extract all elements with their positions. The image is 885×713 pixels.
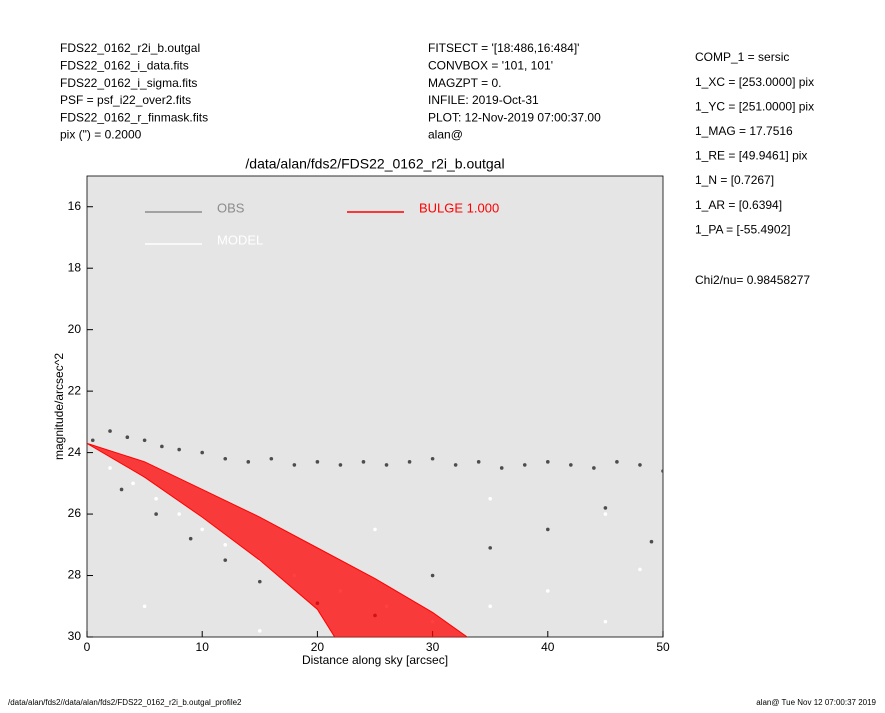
data-point	[373, 527, 377, 532]
data-point	[119, 487, 124, 492]
data-point	[246, 460, 251, 464]
param-line: 1_RE = [49.9461] pix	[695, 149, 807, 163]
data-point	[200, 527, 204, 532]
x-tick-label: 40	[541, 640, 555, 654]
header-line: CONVBOX = '101, 101'	[428, 58, 553, 72]
param-line: 1_MAG = 17.7516	[695, 124, 793, 138]
data-point	[569, 463, 573, 467]
data-point	[638, 463, 642, 467]
data-point	[90, 438, 95, 443]
data-point	[223, 543, 228, 547]
x-tick-label: 10	[196, 640, 210, 654]
param-line: 1_PA = [-55.4902]	[695, 222, 791, 236]
legend-label: MODEL	[217, 232, 263, 247]
data-point	[315, 460, 320, 464]
header-line: FDS22_0162_r2i_b.outgal	[60, 41, 200, 55]
data-point	[131, 481, 135, 486]
data-point	[592, 466, 596, 470]
header-line: PLOT: 12-Nov-2019 07:00:37.00	[428, 110, 601, 124]
data-point	[453, 463, 458, 467]
data-point	[108, 429, 112, 433]
y-tick-label: 26	[68, 506, 82, 520]
data-point	[108, 466, 112, 470]
footer-left: /data/alan/fds2//data/alan/fds2/FDS22_01…	[8, 698, 242, 707]
data-point	[546, 527, 550, 532]
data-point	[430, 573, 435, 578]
y-tick-label: 28	[68, 568, 82, 582]
data-point	[258, 579, 262, 584]
y-tick-label: 30	[68, 629, 82, 643]
data-point	[488, 546, 493, 550]
data-point	[499, 466, 504, 470]
data-point	[292, 463, 297, 467]
header-line: FITSECT = '[18:486,16:484]'	[428, 41, 579, 55]
x-tick-label: 0	[84, 640, 91, 654]
y-tick-label: 18	[68, 260, 82, 274]
data-point	[603, 506, 608, 510]
y-tick-label: 16	[68, 199, 82, 213]
chart-title: /data/alan/fds2/FDS22_0162_r2i_b.outgal	[245, 156, 504, 172]
data-point	[603, 512, 608, 516]
data-point	[384, 463, 389, 467]
data-point	[160, 444, 164, 449]
data-point	[361, 460, 366, 464]
header-line: INFILE: 2019-Oct-31	[428, 93, 539, 107]
data-point	[476, 460, 481, 464]
data-point	[177, 447, 181, 452]
header-line: alan@	[428, 128, 463, 142]
plot-area	[86, 175, 664, 638]
header-line: FDS22_0162_r_finmask.fits	[60, 110, 208, 124]
param-line: 1_AR = [0.6394]	[695, 198, 782, 212]
data-point	[223, 558, 228, 562]
data-point	[638, 567, 642, 572]
data-point	[200, 450, 204, 455]
header-line: MAGZPT = 0.	[428, 76, 501, 90]
data-point	[546, 460, 550, 464]
data-point	[430, 456, 435, 461]
y-tick-label: 22	[68, 383, 82, 397]
header-line: PSF = psf_i22_over2.fits	[60, 93, 191, 107]
param-line: 1_XC = [253.0000] pix	[695, 75, 814, 89]
header-line: FDS22_0162_i_sigma.fits	[60, 76, 197, 90]
data-point	[661, 469, 663, 473]
x-tick-label: 20	[311, 640, 325, 654]
data-point	[615, 460, 619, 464]
param-line: 1_YC = [251.0000] pix	[695, 99, 814, 113]
header-line: FDS22_0162_i_data.fits	[60, 58, 189, 72]
data-point	[269, 456, 274, 461]
data-point	[338, 463, 343, 467]
data-point	[125, 435, 130, 440]
data-point	[223, 456, 228, 461]
y-axis-label: magnitude/arcsec^2	[52, 353, 66, 460]
data-point	[603, 619, 608, 624]
data-point	[488, 604, 493, 609]
data-point	[522, 463, 527, 467]
data-point	[142, 604, 147, 609]
data-point	[258, 629, 262, 633]
chi2: Chi2/nu= 0.98458277	[695, 273, 810, 287]
footer-right: alan@ Tue Nov 12 07:00:37 2019	[756, 698, 876, 707]
x-axis-label: Distance along sky [arcsec]	[302, 653, 448, 667]
data-point	[177, 512, 181, 516]
data-point	[154, 512, 158, 516]
y-tick-label: 20	[68, 322, 82, 336]
data-point	[546, 589, 550, 593]
data-point	[142, 438, 147, 443]
data-point	[649, 539, 654, 544]
y-tick-label: 24	[68, 445, 82, 459]
data-point	[488, 496, 493, 501]
x-tick-label: 30	[426, 640, 440, 654]
header-line: pix (") = 0.2000	[60, 128, 142, 142]
param-line: COMP_1 = sersic	[695, 50, 789, 64]
data-point	[188, 536, 193, 541]
param-line: 1_N = [0.7267]	[695, 173, 774, 187]
legend-label: BULGE 1.000	[419, 200, 499, 215]
model-area	[87, 442, 469, 637]
data-point	[407, 460, 412, 464]
x-tick-label: 50	[656, 640, 670, 654]
legend-label: OBS	[217, 200, 245, 215]
data-point	[154, 496, 158, 501]
